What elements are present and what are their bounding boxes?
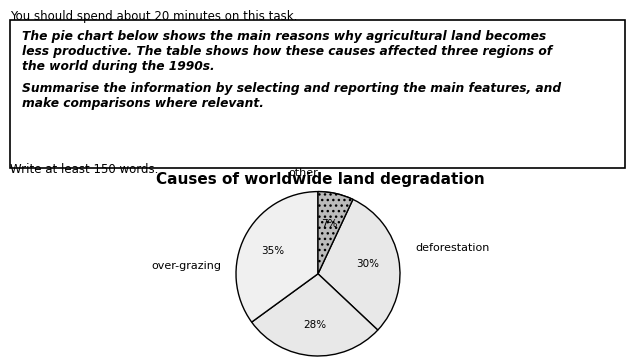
FancyBboxPatch shape [10,20,625,168]
Text: the world during the 1990s.: the world during the 1990s. [22,60,214,73]
Text: 28%: 28% [303,320,326,330]
Text: The pie chart below shows the main reasons why agricultural land becomes: The pie chart below shows the main reaso… [22,30,546,43]
Text: other: other [288,168,318,177]
Wedge shape [318,199,400,330]
Wedge shape [318,191,353,274]
Text: over-grazing: over-grazing [151,261,221,271]
Text: deforestation: deforestation [415,243,490,253]
Text: less productive. The table shows how these causes affected three regions of: less productive. The table shows how the… [22,45,552,58]
Text: Write at least 150 words.: Write at least 150 words. [10,163,158,176]
Text: 7%: 7% [321,219,337,229]
Text: 30%: 30% [356,259,380,269]
Text: make comparisons where relevant.: make comparisons where relevant. [22,97,264,110]
Text: Summarise the information by selecting and reporting the main features, and: Summarise the information by selecting a… [22,82,561,95]
Wedge shape [236,191,318,322]
Wedge shape [252,274,378,356]
Wedge shape [318,191,353,274]
Text: You should spend about 20 minutes on this task.: You should spend about 20 minutes on thi… [10,10,298,23]
Text: 35%: 35% [261,246,284,256]
Text: Causes of worldwide land degradation: Causes of worldwide land degradation [156,172,484,186]
